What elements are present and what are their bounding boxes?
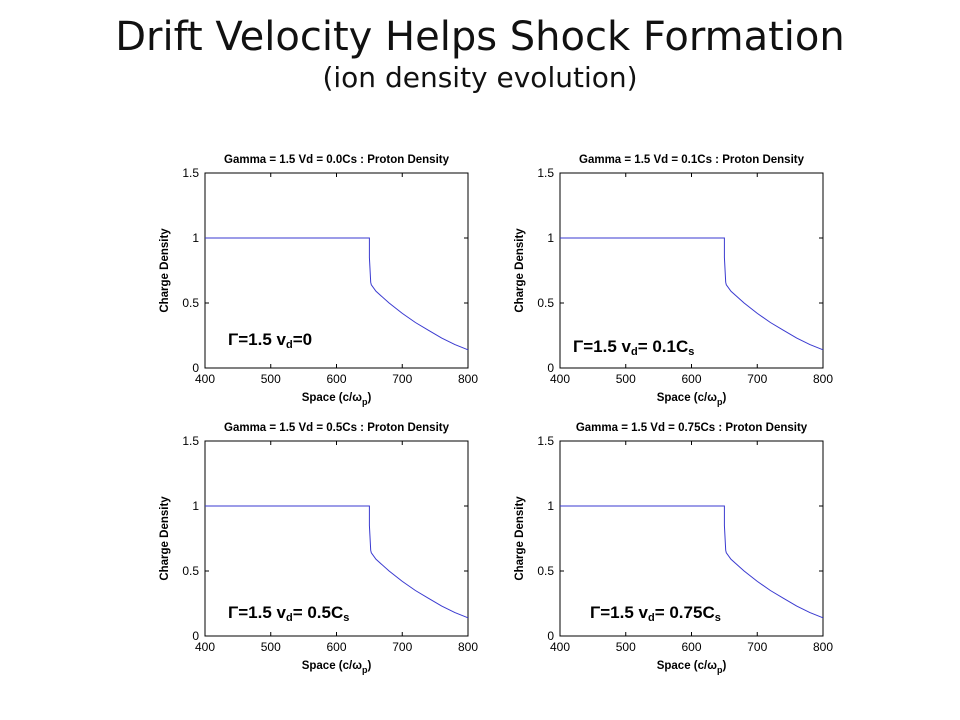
x-tick-label: 400 bbox=[195, 372, 215, 386]
x-tick-label: 400 bbox=[550, 640, 570, 654]
x-tick-label: 500 bbox=[616, 372, 636, 386]
y-tick-label: 1.5 bbox=[182, 166, 199, 180]
x-tick-label: 400 bbox=[195, 640, 215, 654]
y-axis-label: Charge Density bbox=[159, 228, 171, 313]
y-tick-label: 1.5 bbox=[537, 434, 554, 448]
y-axis-label: Charge Density bbox=[159, 496, 171, 581]
x-tick-label: 800 bbox=[813, 640, 833, 654]
x-tick-label: 600 bbox=[326, 640, 346, 654]
x-tick-label: 700 bbox=[747, 640, 767, 654]
y-tick-label: 0 bbox=[192, 629, 199, 643]
y-tick-label: 1.5 bbox=[537, 166, 554, 180]
y-tick-label: 1 bbox=[547, 499, 554, 513]
density-line bbox=[560, 505, 824, 619]
annotation-vd-0-5: Γ=1.5 vd= 0.5Cs bbox=[228, 603, 350, 624]
y-tick-label: 0 bbox=[547, 361, 554, 375]
x-axis-label: Space (c/ωp) bbox=[657, 392, 727, 407]
x-axis-label: Space (c/ωp) bbox=[657, 660, 727, 675]
x-tick-label: 500 bbox=[616, 640, 636, 654]
plot-vd-0-1: Gamma = 1.5 Vd = 0.1Cs : Proton Density 4… bbox=[514, 154, 833, 407]
x-tick-label: 600 bbox=[326, 372, 346, 386]
chart-title: Gamma = 1.5 Vd = 0.0Cs : Proton Density bbox=[224, 154, 450, 166]
annotation-vd-0-1: Γ=1.5 vd= 0.1Cs bbox=[573, 337, 695, 358]
x-tick-label: 700 bbox=[392, 372, 412, 386]
annotation-vd-0-75: Γ=1.5 vd= 0.75Cs bbox=[590, 603, 721, 624]
page-title: Drift Velocity Helps Shock Formation bbox=[115, 14, 845, 60]
y-axis-label: Charge Density bbox=[514, 496, 526, 581]
y-tick-label: 0.5 bbox=[537, 296, 554, 310]
y-tick-label: 0.5 bbox=[182, 296, 199, 310]
x-axis-label: Space (c/ωp) bbox=[302, 660, 372, 675]
x-tick-label: 700 bbox=[392, 640, 412, 654]
y-tick-label: 0 bbox=[547, 629, 554, 643]
y-tick-label: 1 bbox=[192, 231, 199, 245]
y-tick-label: 1 bbox=[547, 231, 554, 245]
density-line bbox=[205, 237, 469, 351]
x-tick-label: 800 bbox=[458, 372, 478, 386]
x-tick-label: 600 bbox=[681, 372, 701, 386]
x-tick-label: 400 bbox=[550, 372, 570, 386]
y-tick-label: 1.5 bbox=[182, 434, 199, 448]
chart-title: Gamma = 1.5 Vd = 0.1Cs : Proton Density bbox=[579, 154, 805, 166]
x-tick-label: 800 bbox=[813, 372, 833, 386]
plot-vd-0-75: Gamma = 1.5 Vd = 0.75Cs : Proton Density… bbox=[514, 422, 833, 675]
y-tick-label: 0.5 bbox=[182, 564, 199, 578]
x-tick-label: 600 bbox=[681, 640, 701, 654]
x-tick-label: 500 bbox=[261, 372, 281, 386]
annotation-vd-0: Γ=1.5 vd=0 bbox=[228, 330, 313, 351]
plot-vd-0: Gamma = 1.5 Vd = 0.0Cs : Proton Density 4… bbox=[159, 154, 478, 407]
density-line bbox=[205, 505, 469, 619]
x-tick-label: 500 bbox=[261, 640, 281, 654]
chart-title: Gamma = 1.5 Vd = 0.5Cs : Proton Density bbox=[224, 422, 450, 434]
page-subtitle: (ion density evolution) bbox=[322, 61, 638, 94]
slide-title: Drift Velocity Helps Shock Formation (io… bbox=[0, 14, 960, 94]
chart-title: Gamma = 1.5 Vd = 0.75Cs : Proton Density bbox=[576, 422, 808, 434]
x-axis-label: Space (c/ωp) bbox=[302, 392, 372, 407]
y-tick-label: 1 bbox=[192, 499, 199, 513]
y-axis-label: Charge Density bbox=[514, 228, 526, 313]
y-tick-label: 0.5 bbox=[537, 564, 554, 578]
x-tick-label: 800 bbox=[458, 640, 478, 654]
x-tick-label: 700 bbox=[747, 372, 767, 386]
density-line bbox=[560, 237, 824, 351]
y-tick-label: 0 bbox=[192, 361, 199, 375]
plot-vd-0-5: Gamma = 1.5 Vd = 0.5Cs : Proton Density 4… bbox=[159, 422, 478, 675]
